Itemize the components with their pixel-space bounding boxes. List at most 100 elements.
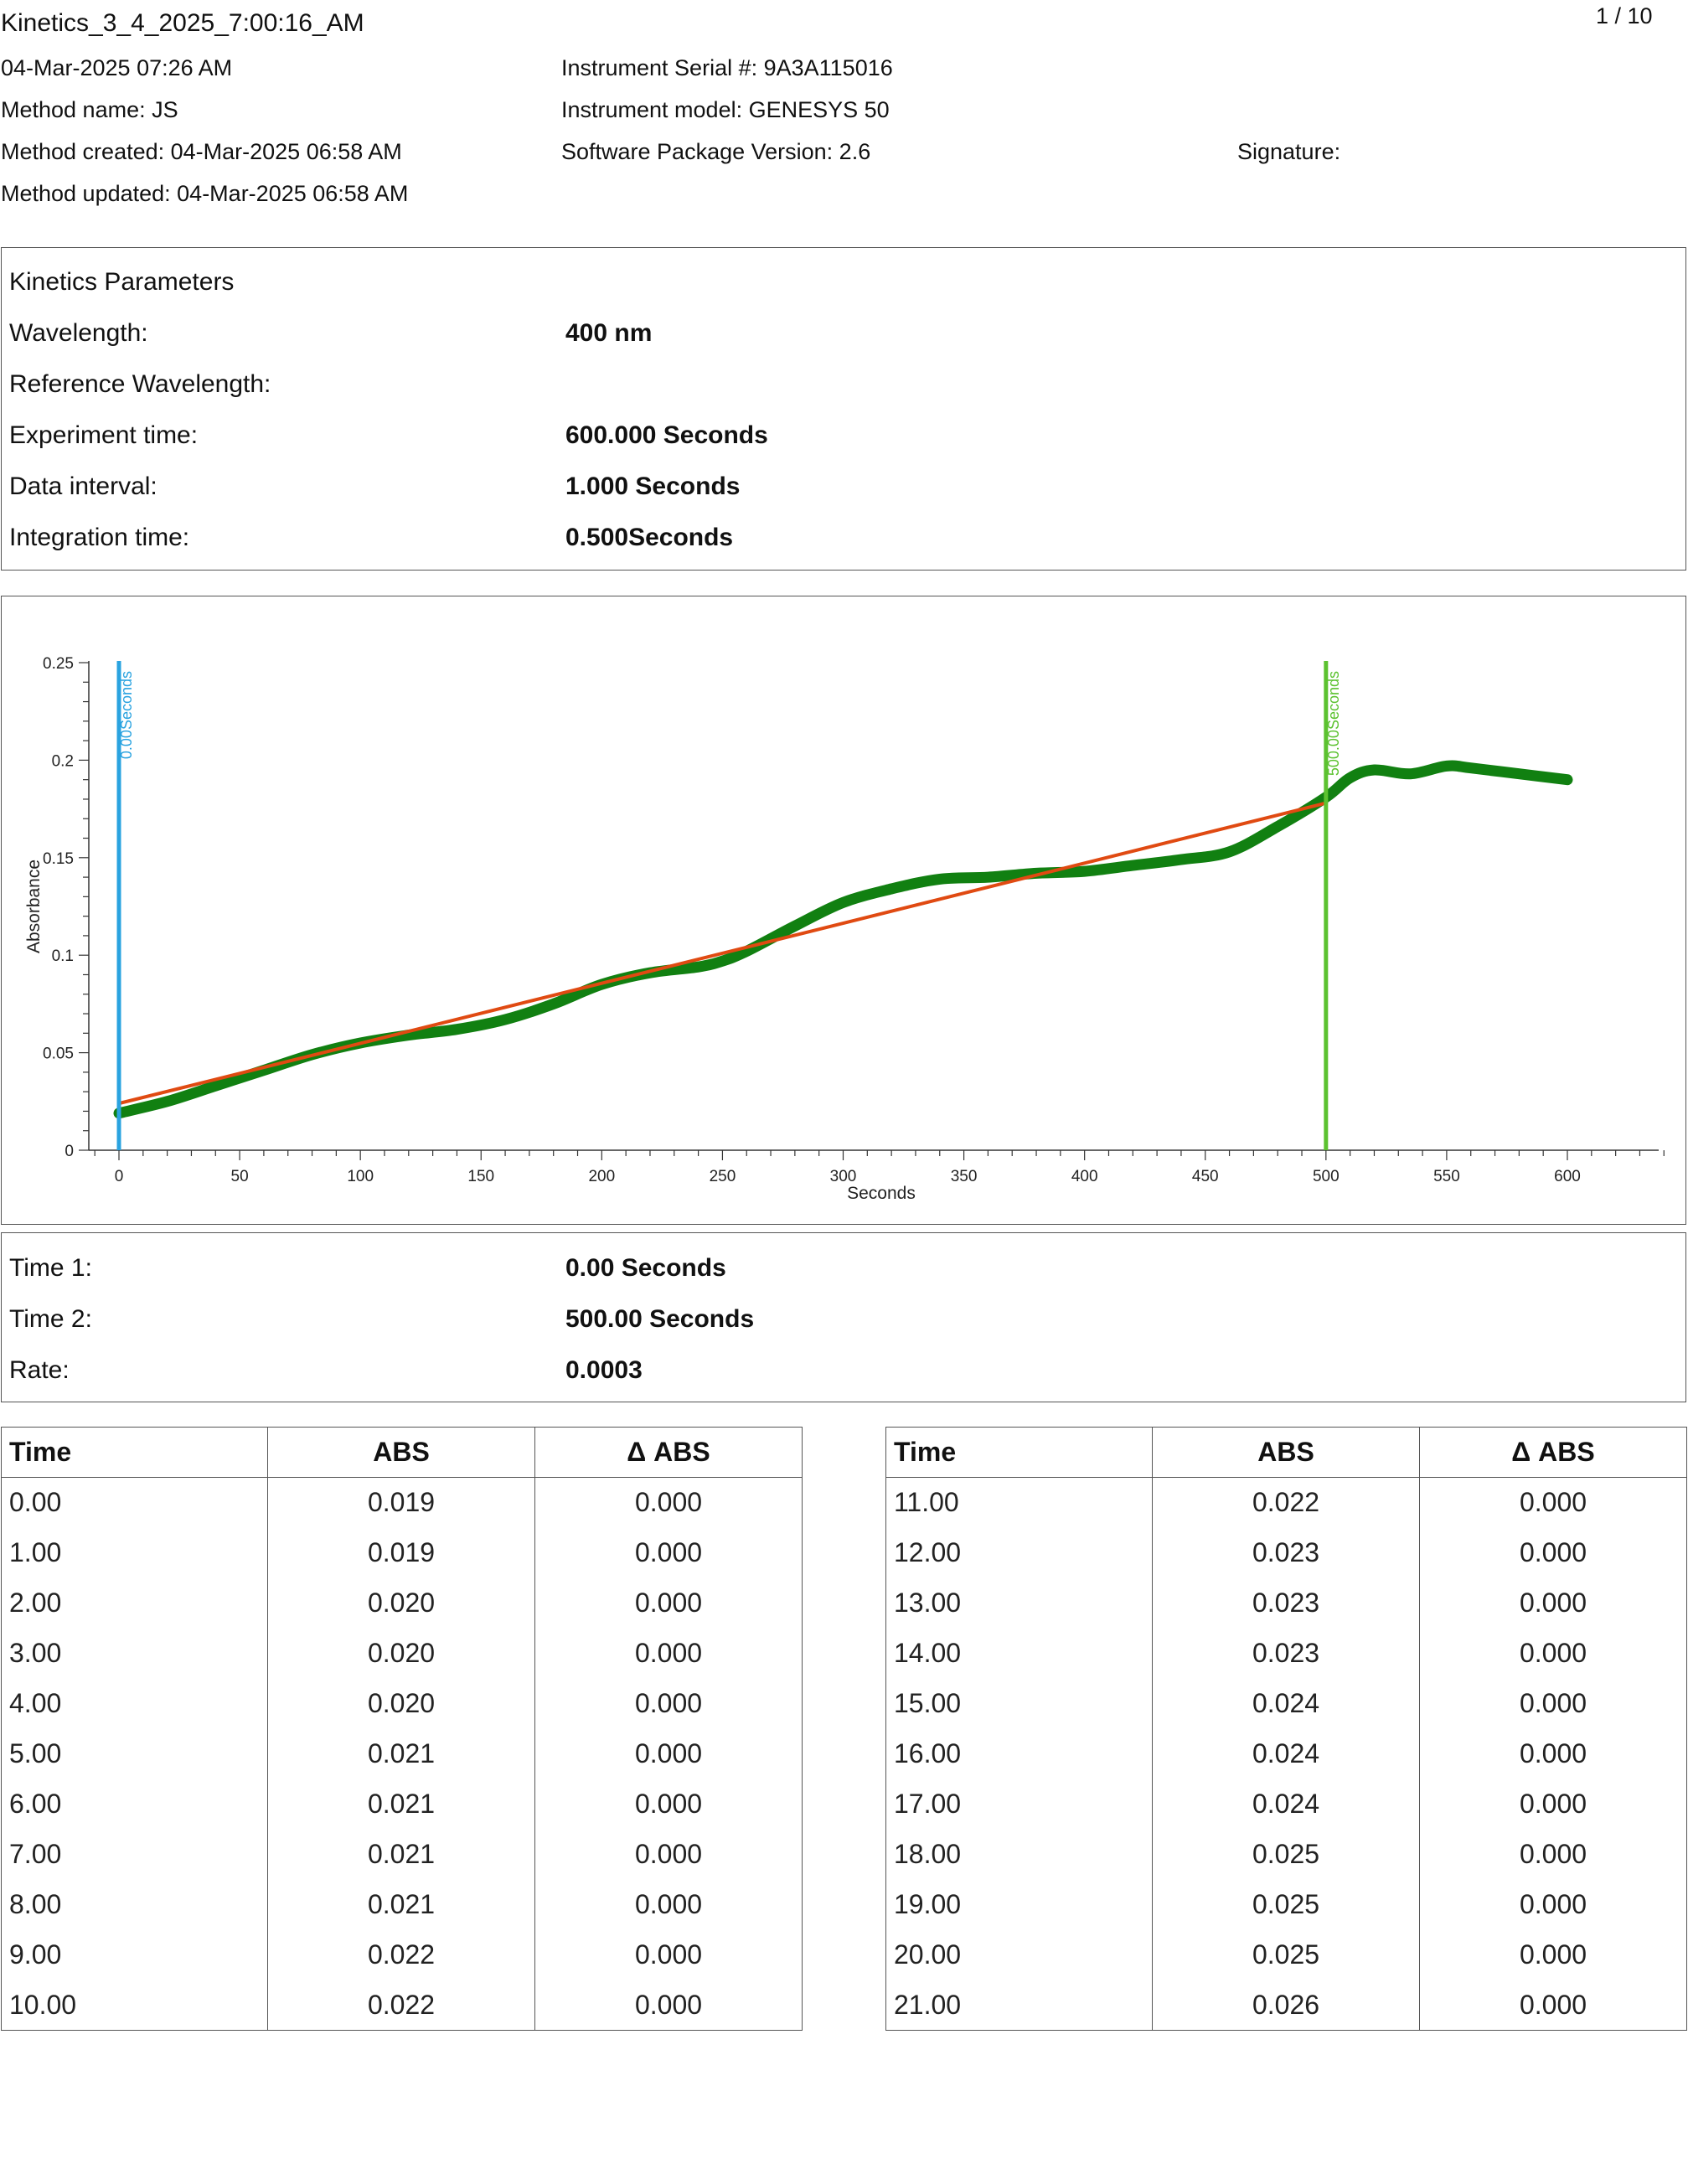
- result-label-time1: Time 1:: [9, 1254, 92, 1282]
- cell-delta-abs: 0.000: [1419, 1879, 1687, 1930]
- report-title: Kinetics_3_4_2025_7:00:16_AM: [1, 9, 364, 37]
- cell-delta-abs: 0.000: [1419, 1728, 1687, 1779]
- cell-delta-abs: 0.000: [1419, 1477, 1687, 1528]
- table-row: 13.00 0.023 0.000: [885, 1577, 1687, 1629]
- cell-delta-abs: 0.000: [534, 1728, 803, 1779]
- cell-time: 17.00: [885, 1779, 1153, 1830]
- param-label-reference-wavelength: Reference Wavelength:: [9, 370, 271, 398]
- chart-panel: 0 50 100 150 200 250 300 350 400 450 500 550 600 0 0.0…: [1, 596, 1686, 1225]
- col-header-delta-abs: Δ ABS: [534, 1427, 803, 1478]
- cell-time: 3.00: [1, 1628, 268, 1679]
- x-tick-label: 350: [951, 1168, 978, 1185]
- x-tick-label: 300: [830, 1168, 857, 1185]
- table-row: 6.00 0.021 0.000: [1, 1779, 803, 1830]
- table-row: 1.00 0.019 0.000: [1, 1527, 803, 1578]
- cell-time: 0.00: [1, 1477, 268, 1528]
- cell-delta-abs: 0.000: [534, 1779, 803, 1830]
- table-row: 10.00 0.022 0.000: [1, 1980, 803, 2031]
- col-header-time: Time: [885, 1427, 1153, 1478]
- cell-time: 4.00: [1, 1678, 268, 1729]
- cell-time: 21.00: [885, 1980, 1153, 2031]
- table-row: 16.00 0.024 0.000: [885, 1728, 1687, 1779]
- cell-abs: 0.025: [1152, 1879, 1420, 1930]
- data-table-right: Time ABS Δ ABS 11.00 0.022 0.000 12.00 0.023…: [885, 1427, 1687, 2031]
- cell-abs: 0.024: [1152, 1678, 1420, 1729]
- cell-abs: 0.022: [267, 1929, 535, 1980]
- cell-delta-abs: 0.000: [534, 1879, 803, 1930]
- x-tick-label: 600: [1554, 1168, 1581, 1185]
- kinetics-parameters-panel: Kinetics Parameters Wavelength: 400 nm R…: [1, 247, 1686, 571]
- result-label-rate: Rate:: [9, 1356, 70, 1384]
- table-row: 19.00 0.025 0.000: [885, 1879, 1687, 1930]
- instrument-model: Instrument model: GENESYS 50: [561, 97, 890, 122]
- cell-abs: 0.019: [267, 1527, 535, 1578]
- cell-delta-abs: 0.000: [534, 1628, 803, 1679]
- x-tick-label: 250: [710, 1168, 736, 1185]
- x-tick-label: 200: [588, 1168, 615, 1185]
- cell-abs: 0.021: [267, 1829, 535, 1880]
- cell-delta-abs: 0.000: [1419, 1527, 1687, 1578]
- cell-time: 13.00: [885, 1577, 1153, 1629]
- x-tick-label: 100: [347, 1168, 374, 1185]
- cell-delta-abs: 0.000: [1419, 1829, 1687, 1880]
- parameters-heading: Kinetics Parameters: [9, 268, 235, 296]
- data-table-left: Time ABS Δ ABS 0.00 0.019 0.000 1.00 0.019 0.…: [1, 1427, 803, 2031]
- param-value-data-interval: 1.000 Seconds: [565, 472, 741, 500]
- cell-time: 7.00: [1, 1829, 268, 1880]
- instrument-serial: Instrument Serial #: 9A3A115016: [561, 55, 893, 80]
- result-label-time2: Time 2:: [9, 1305, 92, 1333]
- cell-time: 1.00: [1, 1527, 268, 1578]
- x-axis-label: Seconds: [847, 1184, 916, 1203]
- cell-time: 16.00: [885, 1728, 1153, 1779]
- param-label-experiment-time: Experiment time:: [9, 421, 199, 449]
- page-indicator: 1 / 10: [1596, 3, 1653, 28]
- col-header-delta-abs: Δ ABS: [1419, 1427, 1687, 1478]
- method-name: Method name: JS: [1, 97, 178, 122]
- table-header-row: Time ABS Δ ABS: [885, 1427, 1687, 1478]
- param-label-integration-time: Integration time:: [9, 524, 190, 551]
- cell-delta-abs: 0.000: [1419, 1929, 1687, 1980]
- table-row: 12.00 0.023 0.000: [885, 1527, 1687, 1578]
- cell-abs: 0.021: [267, 1728, 535, 1779]
- cell-delta-abs: 0.000: [534, 1829, 803, 1880]
- cell-time: 11.00: [885, 1477, 1153, 1528]
- cell-abs: 0.024: [1152, 1779, 1420, 1830]
- result-value-time2: 500.00 Seconds: [565, 1305, 755, 1333]
- cell-delta-abs: 0.000: [1419, 1779, 1687, 1830]
- param-value-integration-time: 0.500Seconds: [565, 524, 734, 551]
- cell-abs: 0.023: [1152, 1628, 1420, 1679]
- cell-delta-abs: 0.000: [534, 1477, 803, 1528]
- method-created: Method created: 04-Mar-2025 06:58 AM: [1, 139, 402, 164]
- y-tick-label: 0.2: [52, 752, 74, 770]
- cell-delta-abs: 0.000: [534, 1929, 803, 1980]
- cell-abs: 0.026: [1152, 1980, 1420, 2031]
- param-value-wavelength: 400 nm: [565, 319, 653, 347]
- y-tick-label: 0.25: [43, 655, 74, 673]
- time2-marker-label: 500.00Seconds: [1325, 671, 1342, 776]
- cell-delta-abs: 0.000: [1419, 1577, 1687, 1629]
- table-row: 4.00 0.020 0.000: [1, 1678, 803, 1729]
- table-row: 3.00 0.020 0.000: [1, 1628, 803, 1679]
- y-tick-label: 0.05: [43, 1046, 74, 1063]
- table-row: 21.00 0.026 0.000: [885, 1980, 1687, 2031]
- cell-time: 18.00: [885, 1829, 1153, 1880]
- table-row: 18.00 0.025 0.000: [885, 1829, 1687, 1880]
- cell-abs: 0.020: [267, 1628, 535, 1679]
- col-header-abs: ABS: [1152, 1427, 1420, 1478]
- cell-abs: 0.021: [267, 1879, 535, 1930]
- table-row: 15.00 0.024 0.000: [885, 1678, 1687, 1729]
- time1-marker-label: 0.00Seconds: [118, 671, 135, 759]
- cell-time: 10.00: [1, 1980, 268, 2031]
- cell-time: 9.00: [1, 1929, 268, 1980]
- cell-abs: 0.021: [267, 1779, 535, 1830]
- cell-abs: 0.022: [267, 1980, 535, 2031]
- cell-delta-abs: 0.000: [534, 1527, 803, 1578]
- cell-delta-abs: 0.000: [1419, 1678, 1687, 1729]
- param-value-experiment-time: 600.000 Seconds: [565, 421, 768, 449]
- cell-delta-abs: 0.000: [534, 1980, 803, 2031]
- cell-time: 20.00: [885, 1929, 1153, 1980]
- table-row: 11.00 0.022 0.000: [885, 1477, 1687, 1528]
- y-tick-label: 0.15: [43, 850, 74, 868]
- x-tick-label: 150: [467, 1168, 494, 1185]
- method-updated: Method updated: 04-Mar-2025 06:58 AM: [1, 181, 409, 206]
